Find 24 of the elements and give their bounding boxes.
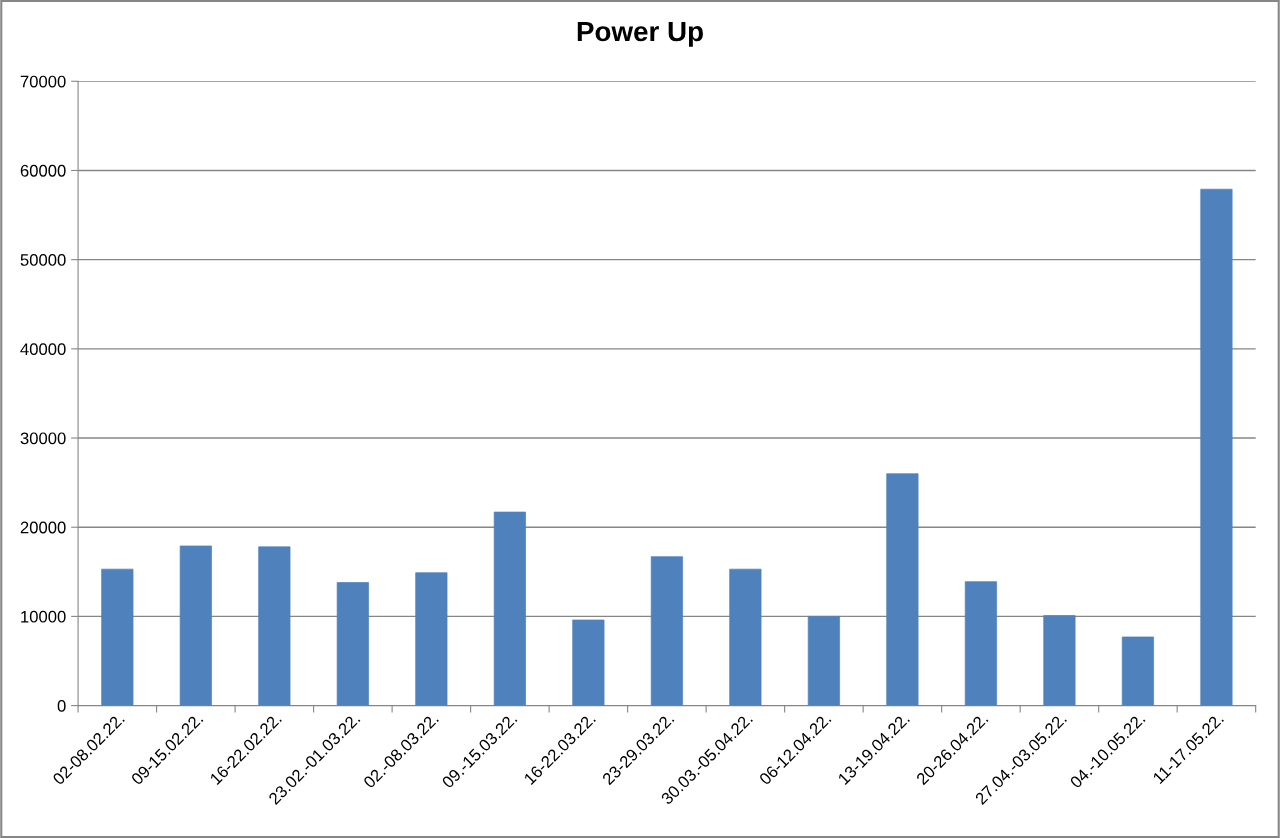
bar	[101, 568, 134, 706]
bar	[415, 572, 448, 706]
bar	[1043, 615, 1076, 706]
bar	[886, 473, 919, 706]
bar	[1121, 636, 1154, 706]
bar	[964, 581, 997, 706]
bar	[650, 556, 683, 706]
y-tick-label: 10000	[21, 610, 66, 623]
bar	[258, 546, 291, 706]
y-tick-label: 0	[57, 700, 66, 712]
bar	[1200, 188, 1233, 706]
y-tick-label: 50000	[20, 254, 66, 266]
bar	[493, 511, 526, 706]
y-tick-label: 70000	[20, 75, 66, 88]
bar	[336, 582, 369, 706]
y-tick-label: 30000	[20, 432, 66, 445]
chart-title: Power Up	[577, 21, 703, 47]
y-tick-label: 60000	[20, 164, 66, 177]
bar	[729, 568, 762, 706]
bar	[179, 545, 212, 706]
bar	[807, 616, 840, 706]
y-tick-label: 20000	[20, 521, 66, 534]
bar	[572, 619, 605, 706]
y-tick-label: 40000	[20, 343, 66, 356]
